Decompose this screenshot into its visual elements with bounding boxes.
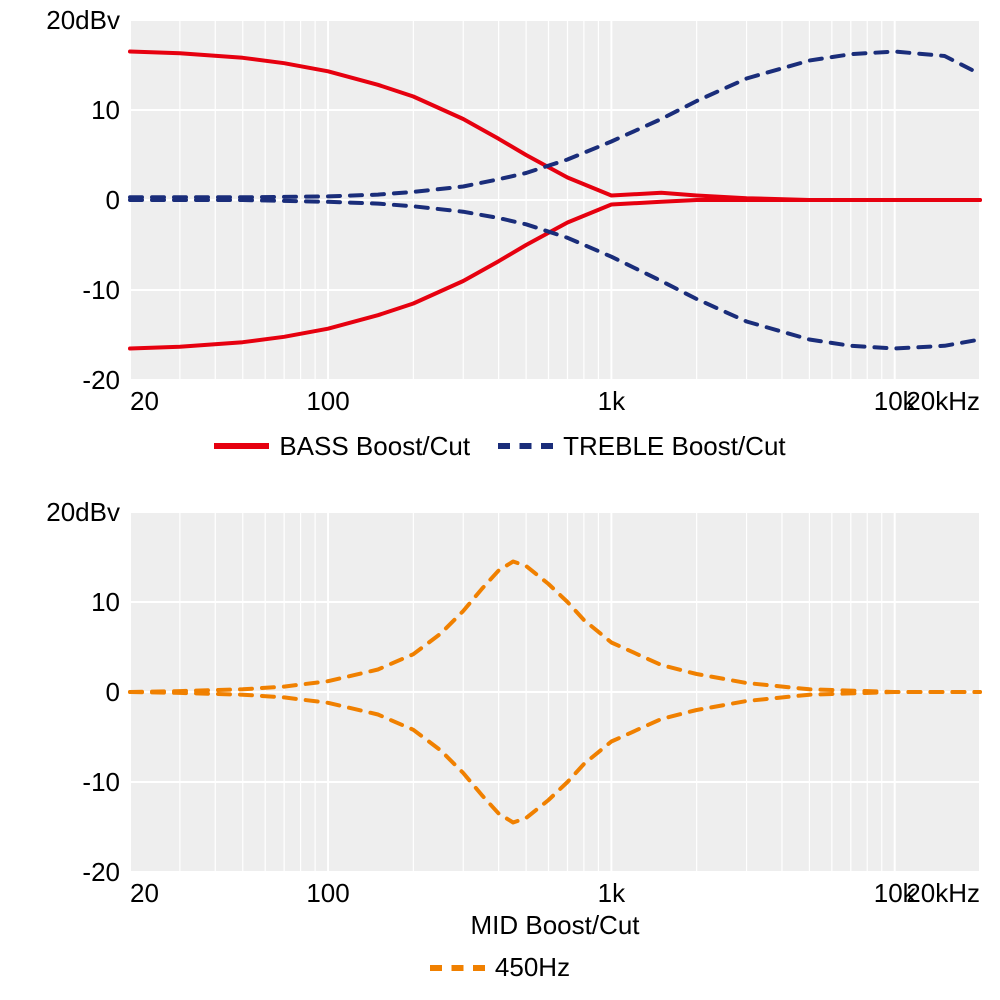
legend-item: BASS Boost/Cut	[214, 431, 470, 462]
y-tick-label: -10	[82, 767, 120, 797]
y-tick-label: 20dBv	[46, 5, 120, 35]
x-tick-label: 20kHz	[906, 386, 980, 416]
x-tick-label: 100	[306, 878, 349, 908]
x-tick-label: 1k	[598, 386, 626, 416]
legend-item: 450Hz	[430, 952, 570, 983]
x-tick-label: 20	[130, 386, 159, 416]
y-tick-label: -20	[82, 857, 120, 887]
legend-item: TREBLE Boost/Cut	[498, 431, 786, 462]
chart2-legend: 450Hz	[0, 947, 1000, 984]
y-tick-label: -10	[82, 275, 120, 305]
legend-swatch	[498, 443, 553, 449]
x-axis-title: MID Boost/Cut	[470, 910, 640, 940]
y-tick-label: 10	[91, 587, 120, 617]
chart-bass-treble: 201001k10k20kHz-20-1001020dBv BASS Boost…	[0, 0, 1000, 462]
chart1-legend: BASS Boost/Cut TREBLE Boost/Cut	[0, 425, 1000, 462]
y-tick-label: 20dBv	[46, 497, 120, 527]
legend-swatch	[214, 443, 269, 449]
x-tick-label: 20	[130, 878, 159, 908]
y-tick-label: -20	[82, 365, 120, 395]
x-tick-label: 20kHz	[906, 878, 980, 908]
chart-mid: 201001k10k20kHz-20-1001020dBvMID Boost/C…	[0, 492, 1000, 984]
y-tick-label: 0	[106, 677, 120, 707]
legend-label: 450Hz	[495, 952, 570, 983]
x-tick-label: 100	[306, 386, 349, 416]
legend-swatch	[430, 965, 485, 971]
legend-label: TREBLE Boost/Cut	[563, 431, 786, 462]
y-tick-label: 10	[91, 95, 120, 125]
legend-label: BASS Boost/Cut	[279, 431, 470, 462]
y-tick-label: 0	[106, 185, 120, 215]
x-tick-label: 1k	[598, 878, 626, 908]
